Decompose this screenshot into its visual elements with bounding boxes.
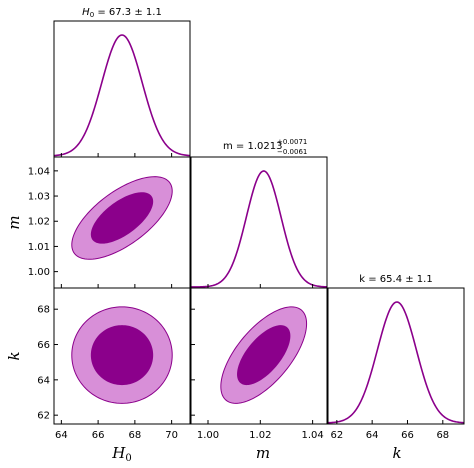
title-k: k = 65.4 ± 1.1 <box>359 274 432 285</box>
panel-frame <box>190 287 328 425</box>
panel-frame <box>327 287 465 425</box>
marginal-H0 <box>53 20 191 158</box>
x-axis-label-H0: H0 <box>111 444 131 464</box>
x-tick-label: 66 <box>401 430 414 441</box>
x-tick-label: 1.04 <box>301 430 323 441</box>
x-tick-label: 1.02 <box>249 430 271 441</box>
y-tick-label: 1.03 <box>28 192 50 203</box>
contour-panel-H0-k <box>53 287 191 425</box>
y-tick-label: 1.00 <box>28 267 50 278</box>
title-m: m = 1.0213 <box>223 141 282 152</box>
y-tick-label: 1.01 <box>28 242 50 253</box>
marginal-k <box>327 287 465 425</box>
title-H0: H0 = 67.3 ± 1.1 <box>82 7 162 19</box>
panel-frame <box>53 20 191 158</box>
title-symbol: H <box>82 7 90 18</box>
x-tick-label: 68 <box>436 430 449 441</box>
x-tick-label: 64 <box>55 430 68 441</box>
y-tick-label: 64 <box>37 375 50 386</box>
x-tick-label: 70 <box>165 430 178 441</box>
contour-panel-m-k <box>190 287 328 425</box>
x-tick-label: 1.00 <box>197 430 219 441</box>
contour-1sigma <box>90 192 154 244</box>
contour-1sigma <box>237 325 291 386</box>
contour-panel-H0-m <box>53 156 191 289</box>
x-axis-label-m: m <box>256 444 270 462</box>
marginal-curve <box>191 170 328 288</box>
marginal-curve <box>53 34 191 157</box>
x-axis-label-k: k <box>392 444 401 462</box>
y-tick-label: 68 <box>37 305 50 316</box>
marginal-m <box>190 156 328 289</box>
panel-frame <box>53 287 191 425</box>
y-tick-label: 62 <box>37 411 50 422</box>
title-subscript: 0 <box>90 11 94 19</box>
y-tick-label: 66 <box>37 340 50 351</box>
contour-1sigma <box>90 325 154 386</box>
y-tick-label: 1.02 <box>28 217 50 228</box>
marginal-curve <box>327 301 465 424</box>
x-tick-label: 68 <box>128 430 141 441</box>
x-tick-label: 66 <box>92 430 105 441</box>
y-axis-label-k: k <box>5 351 23 360</box>
title-value: m = 1.0213 <box>223 141 282 152</box>
x-tick-label: 64 <box>366 430 379 441</box>
y-tick-label: 1.04 <box>28 166 50 177</box>
y-axis-label-m: m <box>5 215 23 229</box>
title-subscript: −0.0061 <box>277 148 307 156</box>
title-superscript: +0.0071 <box>277 138 307 146</box>
axis-symbol: H <box>111 444 126 462</box>
axis-subscript: 0 <box>125 453 131 464</box>
title-value: = 67.3 ± 1.1 <box>94 7 162 18</box>
x-tick-label: 62 <box>330 430 343 441</box>
